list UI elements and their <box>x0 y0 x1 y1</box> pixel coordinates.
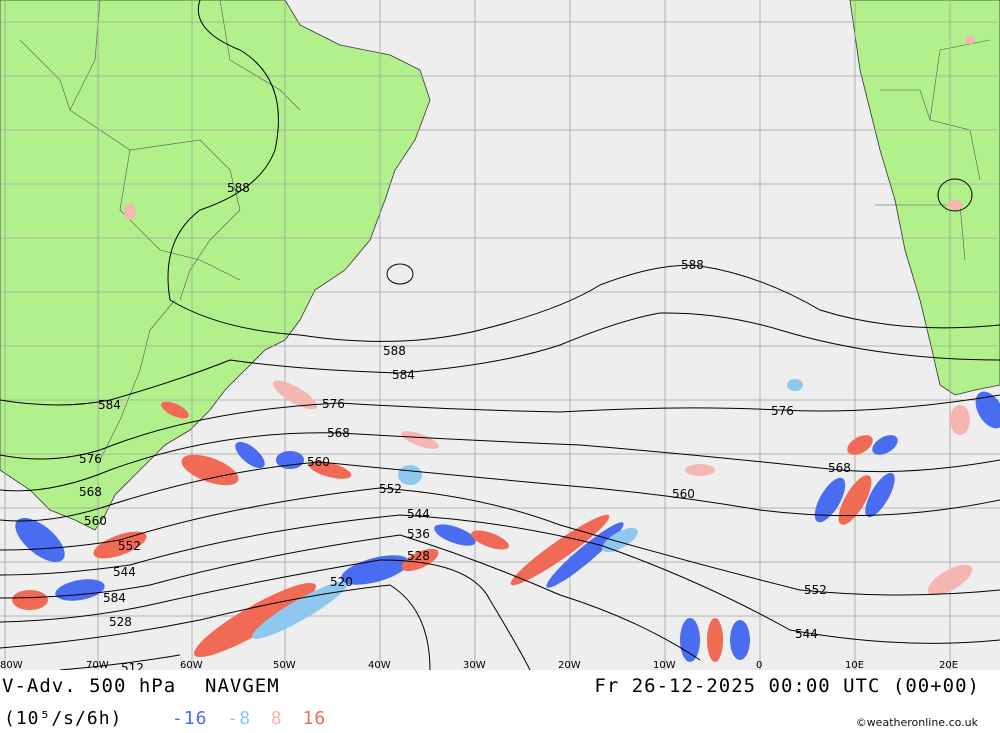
contour-label: 520 <box>330 575 353 589</box>
contour-label: 560 <box>672 487 695 501</box>
contour-label: 584 <box>98 398 121 412</box>
contour-label: 560 <box>307 455 330 469</box>
contour-label: 576 <box>79 452 102 466</box>
contour-label: 568 <box>327 426 350 440</box>
contour-label: 544 <box>113 565 136 579</box>
contour-label: 588 <box>681 258 704 272</box>
contour-label: 576 <box>771 404 794 418</box>
contour-label: 544 <box>407 507 430 521</box>
contour-label: 512 <box>121 661 144 670</box>
contour-label: 560 <box>84 514 107 528</box>
units-label: (10⁵/s/6h) <box>4 708 123 729</box>
contour-label: 588 <box>227 181 250 195</box>
contour-label: 528 <box>109 615 132 629</box>
longitude-tick: 40W <box>368 660 391 670</box>
contour-label: 576 <box>322 397 345 411</box>
longitude-tick: 50W <box>273 660 296 670</box>
longitude-tick: 0 <box>756 660 762 670</box>
weather-map: 588 588 584 584 576 576 568 568 560 560 … <box>0 0 1000 670</box>
lat-lon-grid <box>0 0 1000 670</box>
legend-value: -8 <box>227 708 252 729</box>
model-name: NAVGEM <box>205 675 280 697</box>
contour-label: 568 <box>828 461 851 475</box>
chart-title: V-Adv. 500 hPa <box>2 675 177 697</box>
map-footer: V-Adv. 500 hPa NAVGEM Fr 26-12-2025 00:0… <box>0 670 1000 733</box>
contour-label: 536 <box>407 527 430 541</box>
longitude-tick: 20W <box>558 660 581 670</box>
contour-labels: 588 588 584 584 576 576 568 568 560 560 … <box>79 181 851 670</box>
contour-label: 552 <box>379 482 402 496</box>
contour-label: 568 <box>79 485 102 499</box>
advection-shading <box>12 36 1000 662</box>
valid-time: Fr 26-12-2025 00:00 UTC (00+00) <box>594 675 980 697</box>
africa-landmass <box>849 0 1000 396</box>
legend-value: 16 <box>302 708 327 729</box>
longitude-tick: 80W <box>0 660 23 670</box>
contour-label: 588 <box>383 344 406 358</box>
contour-label: 552 <box>118 539 141 553</box>
longitude-ticks: 80W 70W 60W 50W 40W 30W 20W 10W 0 10E 20… <box>0 660 958 670</box>
longitude-tick: 20E <box>939 660 958 670</box>
longitude-tick: 30W <box>463 660 486 670</box>
longitude-tick: 70W <box>86 660 109 670</box>
contour-label: 544 <box>795 627 818 641</box>
contour-label: 584 <box>392 368 415 382</box>
contour-label: 528 <box>407 549 430 563</box>
longitude-tick: 10W <box>653 660 676 670</box>
south-america-landmass <box>0 0 431 531</box>
height-contours <box>0 0 1000 670</box>
contour-label: 552 <box>804 583 827 597</box>
credit-link[interactable]: ©weatheronline.co.uk <box>855 716 978 729</box>
longitude-tick: 10E <box>845 660 864 670</box>
legend-value: 8 <box>270 708 283 729</box>
country-borders <box>19 0 991 461</box>
longitude-tick: 60W <box>180 660 203 670</box>
contour-label: 584 <box>103 591 126 605</box>
color-legend: -16 -8 8 16 <box>172 708 334 729</box>
legend-value: -16 <box>172 708 208 729</box>
